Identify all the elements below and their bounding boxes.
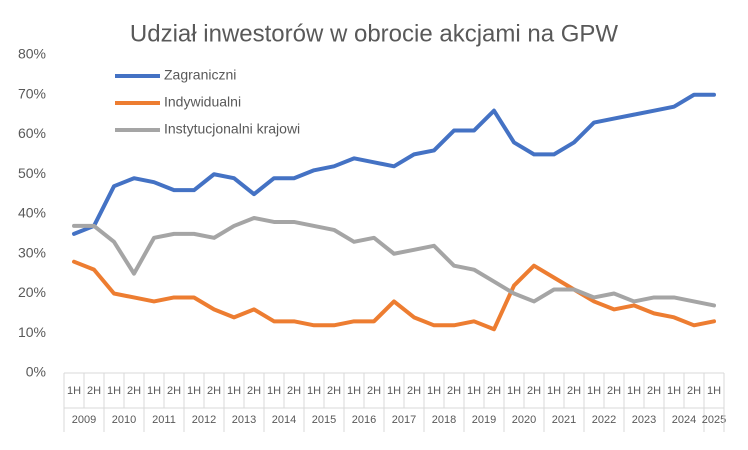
x-tick-label: 1H [267,385,281,397]
x-tick-label: 2H [327,385,341,397]
x-tick-label: 2H [207,385,221,397]
x-group-label: 2020 [512,414,536,426]
x-tick-label: 2H [247,385,261,397]
x-tick-label: 2H [647,385,661,397]
y-tick-label: 30% [18,244,46,260]
x-group-label: 2021 [552,414,576,426]
x-tick-label: 2H [287,385,301,397]
x-tick-label: 1H [547,385,561,397]
y-tick-label: 70% [18,85,46,101]
x-group-label: 2023 [632,414,656,426]
x-group-label: 2018 [432,414,456,426]
x-tick-label: 1H [707,385,721,397]
x-group-label: 2025 [702,414,726,426]
x-group-label: 2016 [352,414,376,426]
y-tick-label: 0% [26,364,46,380]
x-group-label: 2015 [312,414,336,426]
x-tick-label: 1H [107,385,121,397]
x-tick-label: 2H [367,385,381,397]
x-group-label: 2017 [392,414,416,426]
x-tick-label: 2H [527,385,541,397]
chart-title: Udział inwestorów w obrocie akcjami na G… [130,20,619,47]
x-tick-label: 1H [627,385,641,397]
x-tick-label: 2H [487,385,501,397]
x-group-label: 2019 [472,414,496,426]
legend-label: Instytucjonalni krajowi [164,121,300,137]
legend-label: Indywidualni [164,94,241,110]
x-group-label: 2022 [592,414,616,426]
x-group-label: 2014 [272,414,296,426]
x-tick-label: 1H [427,385,441,397]
y-tick-label: 20% [18,284,46,300]
x-group-label: 2011 [152,414,176,426]
x-group-label: 2013 [232,414,256,426]
series-line [72,92,716,236]
x-tick-label: 1H [147,385,161,397]
x-tick-label: 1H [507,385,521,397]
x-group-label: 2024 [672,414,696,426]
x-tick-label: 1H [307,385,321,397]
x-tick-label: 1H [467,385,481,397]
x-tick-label: 1H [587,385,601,397]
y-tick-label: 40% [18,205,46,221]
x-tick-label: 1H [347,385,361,397]
series-line [72,215,716,308]
x-group-label: 2009 [72,414,96,426]
x-tick-label: 2H [447,385,461,397]
series-line [72,259,716,332]
x-group-label: 2010 [112,414,136,426]
x-tick-label: 2H [87,385,101,397]
x-group-label: 2012 [192,414,216,426]
x-tick-label: 2H [567,385,581,397]
x-tick-label: 2H [687,385,701,397]
x-tick-label: 2H [407,385,421,397]
x-tick-label: 2H [607,385,621,397]
y-tick-label: 80% [18,46,46,62]
legend-label: Zagraniczni [164,67,236,83]
y-tick-label: 10% [18,324,46,340]
x-tick-label: 1H [187,385,201,397]
x-tick-label: 2H [167,385,181,397]
x-tick-label: 1H [67,385,81,397]
x-tick-label: 1H [227,385,241,397]
y-tick-label: 50% [18,165,46,181]
x-tick-label: 1H [387,385,401,397]
y-tick-label: 60% [18,125,46,141]
x-tick-label: 2H [127,385,141,397]
x-tick-label: 1H [667,385,681,397]
